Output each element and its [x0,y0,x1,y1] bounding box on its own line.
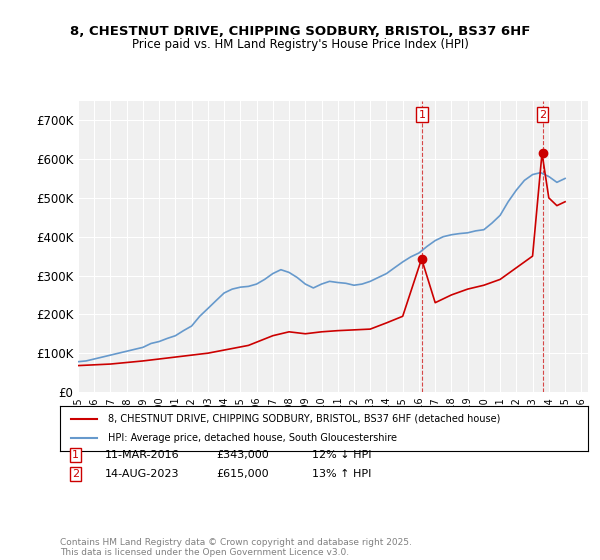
Text: 13% ↑ HPI: 13% ↑ HPI [312,469,371,479]
Text: 11-MAR-2016: 11-MAR-2016 [105,450,179,460]
Text: Contains HM Land Registry data © Crown copyright and database right 2025.
This d: Contains HM Land Registry data © Crown c… [60,538,412,557]
Text: Price paid vs. HM Land Registry's House Price Index (HPI): Price paid vs. HM Land Registry's House … [131,38,469,51]
Text: 14-AUG-2023: 14-AUG-2023 [105,469,179,479]
Text: HPI: Average price, detached house, South Gloucestershire: HPI: Average price, detached house, Sout… [107,433,397,444]
Text: 8, CHESTNUT DRIVE, CHIPPING SODBURY, BRISTOL, BS37 6HF: 8, CHESTNUT DRIVE, CHIPPING SODBURY, BRI… [70,25,530,38]
Text: 2: 2 [539,110,546,119]
Text: 2: 2 [72,469,79,479]
Text: 12% ↓ HPI: 12% ↓ HPI [312,450,371,460]
Text: £343,000: £343,000 [216,450,269,460]
Text: 1: 1 [419,110,425,119]
Text: 1: 1 [72,450,79,460]
Text: 8, CHESTNUT DRIVE, CHIPPING SODBURY, BRISTOL, BS37 6HF (detached house): 8, CHESTNUT DRIVE, CHIPPING SODBURY, BRI… [107,413,500,423]
Text: £615,000: £615,000 [216,469,269,479]
